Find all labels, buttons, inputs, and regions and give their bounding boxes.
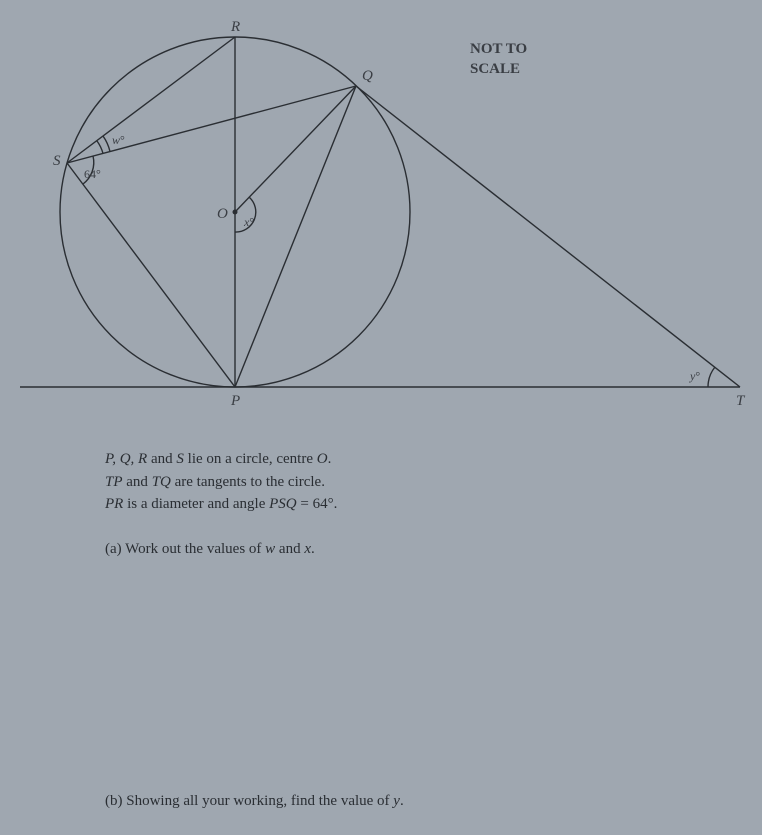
angle-POQ: x° <box>243 215 254 229</box>
arc-RSQ-1 <box>97 141 103 154</box>
part-b-label: (b) <box>105 793 123 809</box>
seg-OQ <box>235 86 356 212</box>
t2: lie on a circle, centre <box>184 451 317 467</box>
part-a-and: and <box>275 541 304 557</box>
desc-pqr: P, Q, R <box>105 451 147 467</box>
figure-svg: O P R S Q T 64° w° x° y° <box>0 0 762 420</box>
angle-RSQ: w° <box>112 133 125 147</box>
t3: . <box>328 451 332 467</box>
part-b-end: . <box>400 793 404 809</box>
nts-line2: SCALE <box>470 60 527 80</box>
angle-PSQ: 64° <box>84 167 101 181</box>
not-to-scale: NOT TO SCALE <box>470 40 527 79</box>
label-Q: Q <box>362 68 373 84</box>
label-S: S <box>53 153 61 169</box>
description: P, Q, R and S lie on a circle, centre O.… <box>105 448 337 516</box>
part-a: (a) Work out the values of w and x. <box>105 538 315 561</box>
part-b-text: Showing all your working, find the value… <box>123 793 394 809</box>
nts-line1: NOT TO <box>470 40 527 60</box>
desc-tp: TP <box>105 474 123 490</box>
desc-tq: TQ <box>152 474 171 490</box>
part-a-x: x <box>304 541 311 557</box>
label-R: R <box>230 19 240 35</box>
angle-PTQ: y° <box>689 369 700 383</box>
part-b: (b) Showing all your working, find the v… <box>105 790 404 813</box>
seg-PS <box>67 163 235 387</box>
t7: = 64°. <box>297 496 338 512</box>
part-a-text: Work out the values of <box>122 541 266 557</box>
part-b-y: y <box>393 793 400 809</box>
t4: and <box>123 474 152 490</box>
desc-o: O <box>317 451 328 467</box>
t5: are tangents to the circle. <box>171 474 325 490</box>
part-a-w: w <box>265 541 275 557</box>
desc-s: S <box>176 451 184 467</box>
seg-QT <box>356 86 740 387</box>
geometry-figure: O P R S Q T 64° w° x° y° NOT TO SCALE <box>0 0 762 420</box>
desc-line1: P, Q, R and S lie on a circle, centre O. <box>105 448 337 471</box>
seg-SR <box>67 37 235 163</box>
part-a-label: (a) <box>105 541 122 557</box>
desc-line2: TP and TQ are tangents to the circle. <box>105 471 337 494</box>
t6: is a diameter and angle <box>123 496 269 512</box>
seg-PQ <box>235 86 356 387</box>
label-P: P <box>230 393 240 409</box>
t1: and <box>147 451 176 467</box>
desc-line3: PR is a diameter and angle PSQ = 64°. <box>105 493 337 516</box>
desc-psq: PSQ <box>269 496 297 512</box>
arc-PTQ <box>708 367 715 387</box>
point-O-dot <box>233 210 238 215</box>
desc-pr: PR <box>105 496 123 512</box>
label-O: O <box>217 206 228 222</box>
arc-RSQ-2 <box>103 136 110 152</box>
part-a-end: . <box>311 541 315 557</box>
seg-SQ <box>67 86 356 163</box>
label-T: T <box>736 393 746 409</box>
